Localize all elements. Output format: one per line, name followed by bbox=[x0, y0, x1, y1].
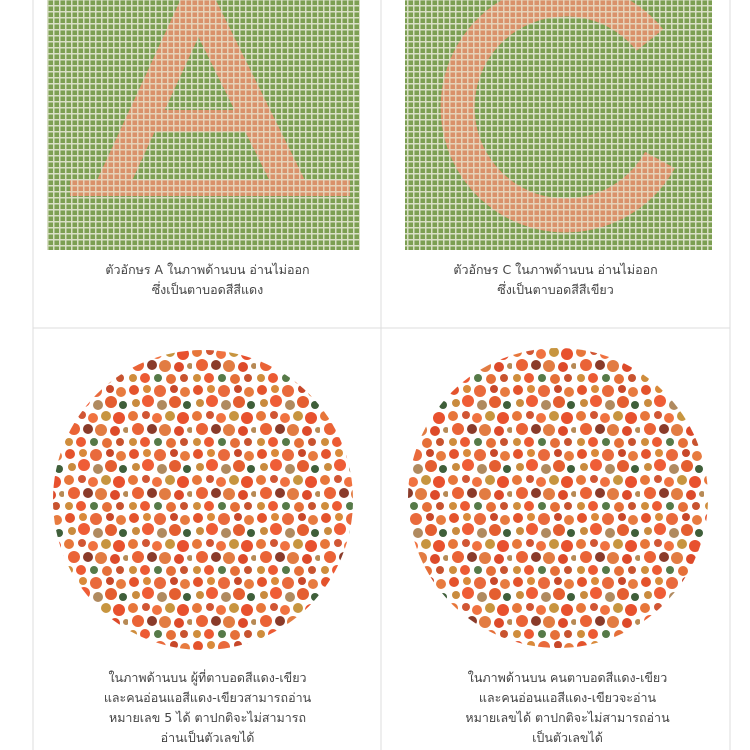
caption-line: ซึ่งเป็นตาบอดสีสีแดง bbox=[151, 282, 264, 297]
caption-line: อ่านเป็นตัวเลขได้ bbox=[160, 730, 255, 745]
plate-c bbox=[405, 0, 712, 250]
caption-line: ในภาพด้านบน ผู้ที่ตาบอดสีแดง-เขียว bbox=[108, 670, 307, 685]
caption: ตัวอักษร A ในภาพด้านบน อ่านไม่ออก ซึ่งเป… bbox=[40, 260, 375, 300]
caption-line: และคนอ่อนแอสีแดง-เขียวจะอ่าน bbox=[478, 690, 657, 705]
caption-line: เป็นตัวเลขได้ bbox=[532, 730, 603, 745]
caption-line: หมายเลข 5 ได้ ตาปกติจะไม่สามารถ bbox=[108, 710, 307, 725]
caption-line: ซึ่งเป็นตาบอดสีสีเขียว bbox=[497, 282, 614, 297]
caption: ในภาพด้านบน คนตาบอดสีแดง-เขียว และคนอ่อน… bbox=[400, 668, 735, 748]
caption-line: ตัวอักษร C ในภาพด้านบน อ่านไม่ออก bbox=[453, 262, 658, 277]
caption-line: ในภาพด้านบน คนตาบอดสีแดง-เขียว bbox=[467, 670, 668, 685]
caption-line: ตัวอักษร A ในภาพด้านบน อ่านไม่ออก bbox=[105, 262, 310, 277]
caption: ตัวอักษร C ในภาพด้านบน อ่านไม่ออก ซึ่งเป… bbox=[388, 260, 723, 300]
ishihara-plate bbox=[53, 350, 353, 650]
caption-line: และคนอ่อนแอสีแดง-เขียวสามารถอ่าน bbox=[103, 690, 312, 705]
caption-line: หมายเลขได้ ตาปกติจะไม่สามารถอ่าน bbox=[465, 710, 670, 725]
plate-a bbox=[47, 0, 360, 250]
caption: ในภาพด้านบน ผู้ที่ตาบอดสีแดง-เขียว และคน… bbox=[40, 668, 375, 748]
ishihara-plate bbox=[408, 348, 708, 648]
